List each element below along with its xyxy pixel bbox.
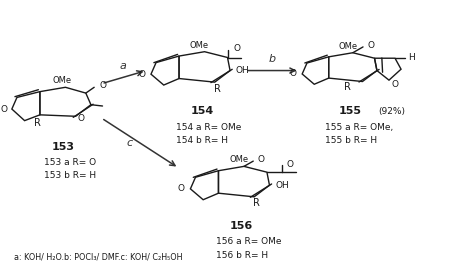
Text: (92%): (92%)	[378, 107, 405, 116]
Text: O: O	[100, 81, 107, 90]
Text: OMe: OMe	[190, 41, 209, 50]
Text: c: c	[126, 138, 132, 148]
Text: O: O	[138, 70, 146, 79]
Text: O: O	[0, 104, 7, 113]
Text: OH: OH	[275, 181, 289, 190]
Text: 155 a R= OMe,: 155 a R= OMe,	[325, 123, 393, 132]
Text: OH: OH	[236, 66, 249, 75]
Text: 155 b R= H: 155 b R= H	[325, 136, 377, 145]
Text: R: R	[34, 118, 41, 128]
Text: O: O	[392, 80, 398, 89]
Text: 154: 154	[191, 107, 214, 116]
Text: O: O	[258, 155, 265, 164]
Text: 156 b R= H: 156 b R= H	[216, 251, 268, 260]
Text: 153: 153	[51, 142, 74, 152]
Text: R: R	[345, 82, 351, 92]
Text: 156: 156	[230, 221, 253, 231]
Text: 154 b R= H: 154 b R= H	[176, 136, 228, 145]
Text: OMe: OMe	[52, 76, 71, 85]
Text: OMe: OMe	[230, 155, 249, 164]
Text: R: R	[253, 198, 260, 208]
Text: O: O	[368, 41, 374, 50]
Text: a: a	[120, 60, 127, 70]
Text: O: O	[78, 114, 85, 123]
Text: O: O	[178, 184, 185, 193]
Text: R: R	[214, 84, 220, 94]
Text: OMe: OMe	[338, 42, 358, 51]
Text: O: O	[290, 69, 297, 78]
Text: 153 a R= O: 153 a R= O	[44, 158, 96, 167]
Text: 153 b R= H: 153 b R= H	[44, 171, 96, 180]
Text: 155: 155	[339, 107, 362, 116]
Text: b: b	[268, 55, 275, 64]
Text: 154 a R= OMe: 154 a R= OMe	[176, 123, 242, 132]
Text: a: KOH/ H₂O.b: POCl₃/ DMF.c: KOH/ C₂H₅OH: a: KOH/ H₂O.b: POCl₃/ DMF.c: KOH/ C₂H₅OH	[14, 253, 182, 262]
Text: O: O	[233, 44, 240, 53]
Text: H: H	[408, 54, 415, 63]
Text: 156 a R= OMe: 156 a R= OMe	[216, 237, 282, 246]
Text: O: O	[286, 160, 293, 169]
